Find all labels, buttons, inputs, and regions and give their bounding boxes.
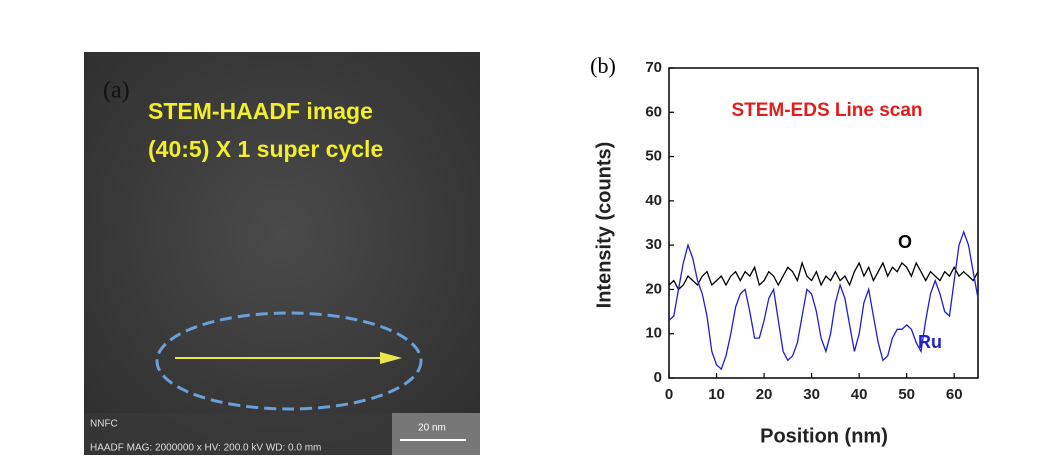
x-tick-label: 60 (946, 386, 963, 403)
scale-box (392, 413, 480, 455)
y-tick-label: 70 (645, 59, 662, 76)
panel-a: (a) STEM-HAADF image (40:5) X 1 super cy… (84, 52, 480, 455)
x-tick-label: 10 (708, 386, 725, 403)
y-tick-label: 0 (654, 369, 662, 386)
micrograph (84, 52, 480, 455)
x-tick-label: 30 (803, 386, 820, 403)
panel-label: (a) (103, 78, 130, 104)
legend-label: Ru (918, 332, 942, 352)
scan-region (155, 311, 423, 411)
y-tick-label: 50 (645, 148, 662, 165)
x-tick-label: 0 (665, 386, 673, 403)
y-tick-label: 30 (645, 236, 662, 253)
caption: STEM-HAADF image (148, 98, 373, 124)
y-tick-label: 10 (645, 325, 662, 342)
x-axis-label: Position (nm) (760, 425, 888, 447)
y-tick-label: 60 (645, 103, 662, 120)
x-tick-label: 40 (851, 386, 868, 403)
x-tick-label: 50 (898, 386, 915, 403)
caption: (40:5) X 1 super cycle (148, 136, 383, 162)
arrow-head (380, 352, 402, 364)
y-tick-label: 40 (645, 192, 662, 209)
footer-text: HAADF MAG: 2000000 x HV: 200.0 kV WD: 0.… (90, 443, 321, 454)
series-line (668, 229, 979, 371)
scale-label: 20 nm (418, 423, 446, 434)
series-line (668, 260, 979, 291)
x-tick-label: 20 (756, 386, 773, 403)
annotation: STEM-EDS Line scan (731, 100, 922, 121)
panel-label: (b) (590, 53, 616, 78)
y-tick-label: 20 (645, 280, 662, 297)
legend-label: O (898, 232, 912, 252)
y-axis-label: Intensity (counts) (593, 142, 615, 309)
panel-b: (b) STEM-EDS Line scan Position (nm) Int… (590, 53, 979, 447)
plot-frame (668, 67, 979, 379)
footer-text: NNFC (90, 419, 118, 430)
